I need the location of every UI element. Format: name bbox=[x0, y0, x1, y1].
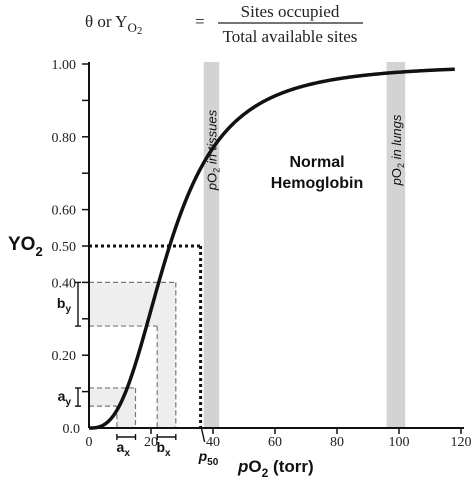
y-tick-label: 0.80 bbox=[52, 131, 77, 146]
formula-denominator: Total available sites bbox=[223, 27, 358, 46]
y-tick-label: 0.50 bbox=[52, 240, 77, 255]
interval-b-y-label: by bbox=[57, 295, 72, 315]
x-axis-title: pO2 (torr) bbox=[237, 457, 314, 480]
x-tick-label: 100 bbox=[389, 435, 410, 450]
interval-b-x-label: bx bbox=[156, 439, 171, 459]
band-1 bbox=[386, 62, 406, 428]
formula-numerator: Sites occupied bbox=[241, 2, 340, 21]
interval-a-y-label: ay bbox=[58, 388, 72, 408]
y-tick-label: 0.60 bbox=[52, 204, 77, 219]
x-tick-label-origin: 0 bbox=[86, 435, 93, 450]
y-tick-label: 1.00 bbox=[52, 58, 77, 73]
formula-lhs: θ or YO2 bbox=[85, 12, 142, 37]
formula-equals: = bbox=[195, 12, 205, 31]
y-tick-label: 0.40 bbox=[52, 276, 77, 291]
y-tick-label: 0.20 bbox=[52, 349, 77, 364]
p50-label: p50 bbox=[198, 448, 219, 468]
x-tick-label: 20 bbox=[144, 435, 158, 450]
interval-a-x-label: ax bbox=[117, 439, 131, 459]
x-tick-label: 80 bbox=[330, 435, 344, 450]
y-axis-title: YO2 bbox=[8, 234, 43, 259]
x-tick-label: 60 bbox=[268, 435, 282, 450]
series-label-line1: Normal bbox=[289, 154, 344, 171]
x-axis-ticks: 0 20 40 60 80 100 120 bbox=[86, 428, 472, 450]
x-tick-label: 40 bbox=[206, 435, 220, 450]
p50-marker: p50 bbox=[89, 244, 219, 468]
saturation-curve bbox=[88, 67, 455, 430]
band-label-1: pO2 in lungs bbox=[389, 114, 406, 186]
series-label-line2: Hemoglobin bbox=[271, 175, 363, 192]
y-tick-label-origin: 0.0 bbox=[63, 422, 81, 437]
p50-pointer bbox=[200, 428, 206, 443]
x-tick-label: 120 bbox=[451, 435, 472, 450]
y-axis-ticks: 0.0 0.20 0.40 0.50 0.60 0.80 1.00 bbox=[52, 58, 89, 437]
interval-boxes: ay ax by bx bbox=[57, 281, 177, 459]
interval-b-x-band bbox=[157, 282, 176, 428]
formula: θ or YO2 = Sites occupied Total availabl… bbox=[85, 2, 363, 46]
